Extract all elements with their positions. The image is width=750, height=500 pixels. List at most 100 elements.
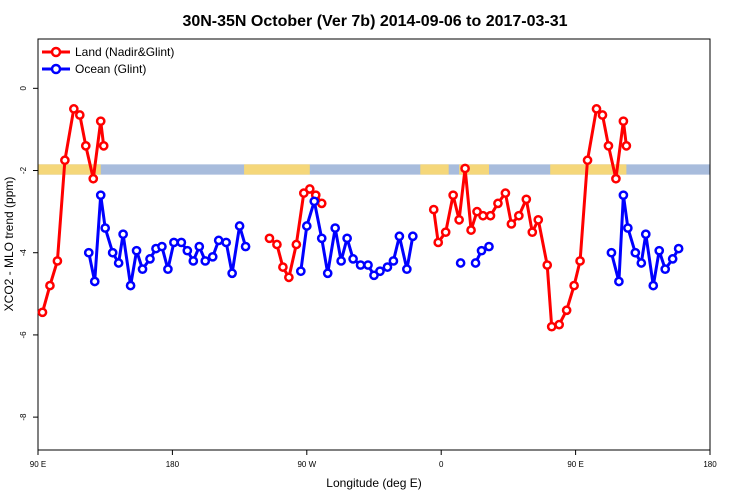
data-point [575, 256, 585, 266]
data-point [88, 173, 99, 184]
data-point [207, 251, 218, 262]
data-point [52, 256, 63, 266]
data-point [455, 258, 466, 268]
data-point [561, 305, 572, 316]
data-point [131, 245, 142, 256]
data-point [200, 256, 211, 266]
data-point [348, 254, 358, 264]
data-point [493, 198, 503, 209]
data-point [597, 110, 608, 120]
data-point [375, 266, 385, 277]
data-point [484, 241, 494, 252]
chart-title: 30N-35N October (Ver 7b) 2014-09-06 to 2… [182, 13, 567, 30]
legend-marker-ocean [50, 63, 62, 75]
data-point [569, 280, 579, 291]
mask-band-ocean [38, 164, 710, 175]
mask-band-land-3 [459, 164, 489, 175]
mask-band-land-1 [244, 164, 310, 175]
data-point [355, 260, 366, 270]
data-point [621, 141, 632, 151]
data-point [194, 241, 205, 252]
data-point [221, 237, 232, 248]
data-point [521, 194, 532, 205]
x-tick-label: 90 W [297, 460, 316, 469]
data-point [440, 227, 451, 238]
y-tick-label: -8 [19, 413, 28, 421]
data-point [582, 155, 593, 166]
data-point [322, 268, 333, 279]
data-point [95, 116, 106, 127]
data-point [336, 256, 346, 266]
data-point [485, 210, 496, 221]
data-point [342, 233, 352, 244]
data-point [291, 239, 302, 250]
data-point [614, 276, 624, 287]
data-point [95, 190, 106, 201]
data-point [284, 272, 294, 283]
data-point [611, 173, 621, 184]
data-point [603, 141, 614, 151]
data-point [100, 223, 111, 233]
data-point [295, 266, 306, 277]
data-point [673, 243, 684, 254]
y-tick-label: 0 [19, 86, 28, 91]
x-tick-label: 90 E [567, 460, 583, 469]
data-point [227, 268, 237, 279]
data-point [636, 258, 647, 268]
x-axis: 90 E 180 90 W 0 90 E 180 [30, 450, 717, 469]
y-axis-label: XCO2 - MLO trend (ppm) [2, 177, 16, 312]
data-point [169, 237, 179, 248]
data-point [448, 190, 458, 201]
data-point [163, 264, 173, 275]
data-point [478, 210, 488, 221]
data-point [476, 245, 487, 256]
data-point [278, 262, 288, 272]
y-axis: 0 -2 -4 -6 -8 [19, 86, 38, 421]
data-point [137, 264, 148, 275]
data-point [107, 247, 118, 258]
data-point [330, 223, 341, 233]
data-point [433, 237, 444, 248]
data-point [309, 196, 320, 207]
x-tick-label: 0 [439, 460, 444, 469]
data-point [213, 235, 224, 246]
data-point [176, 237, 187, 248]
data-point [454, 214, 464, 225]
data-point [145, 254, 155, 264]
data-point [506, 219, 517, 229]
data-point [533, 214, 544, 225]
data-point [618, 190, 629, 201]
x-axis-label: Longitude (deg E) [326, 476, 421, 490]
legend-label-land: Land (Nadir&Glint) [75, 45, 174, 59]
data-point [118, 229, 128, 240]
data-point [470, 258, 481, 268]
data-point [363, 260, 373, 270]
data-point [554, 319, 565, 330]
data-point [466, 225, 476, 235]
data-point [80, 141, 91, 151]
y-tick-label: -2 [19, 166, 28, 174]
land-ocean-mask-band [38, 164, 710, 175]
data-point [316, 233, 327, 244]
data-point [304, 184, 315, 194]
data-point [514, 210, 524, 221]
data-point [667, 254, 678, 264]
x-tick-label: 180 [703, 460, 717, 469]
data-point [60, 155, 70, 166]
data-point [316, 198, 327, 209]
series-0 [37, 104, 632, 332]
data-point [125, 280, 136, 291]
y-tick-label: -4 [19, 249, 28, 257]
data-point [83, 247, 94, 258]
series-layer [37, 104, 684, 332]
mask-band-land-0 [38, 164, 101, 175]
data-point [113, 258, 124, 268]
data-point [157, 241, 167, 252]
y-tick-label: -6 [19, 331, 28, 339]
data-point [542, 260, 553, 270]
x-tick-label: 90 E [30, 460, 46, 469]
data-point [68, 104, 79, 114]
legend-marker-land [50, 46, 62, 58]
data-point [37, 307, 48, 318]
